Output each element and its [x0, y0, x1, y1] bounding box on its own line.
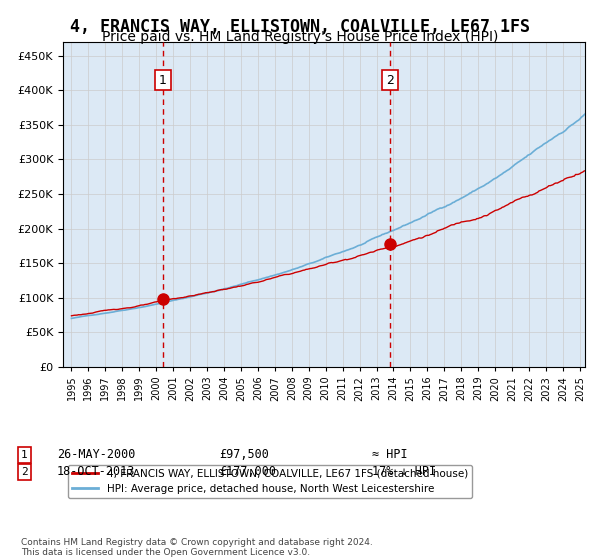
Text: 26-MAY-2000: 26-MAY-2000	[57, 448, 136, 461]
Text: 2: 2	[21, 467, 28, 477]
Text: 1: 1	[159, 73, 167, 86]
Text: £177,000: £177,000	[219, 465, 276, 478]
Text: ≈ HPI: ≈ HPI	[372, 448, 407, 461]
Legend: 4, FRANCIS WAY, ELLISTOWN, COALVILLE, LE67 1FS (detached house), HPI: Average pr: 4, FRANCIS WAY, ELLISTOWN, COALVILLE, LE…	[68, 465, 472, 498]
Text: 1: 1	[21, 450, 28, 460]
Text: 2: 2	[386, 73, 394, 86]
Text: 18-OCT-2013: 18-OCT-2013	[57, 465, 136, 478]
Text: Price paid vs. HM Land Registry's House Price Index (HPI): Price paid vs. HM Land Registry's House …	[102, 30, 498, 44]
Text: 4, FRANCIS WAY, ELLISTOWN, COALVILLE, LE67 1FS: 4, FRANCIS WAY, ELLISTOWN, COALVILLE, LE…	[70, 18, 530, 36]
Text: Contains HM Land Registry data © Crown copyright and database right 2024.
This d: Contains HM Land Registry data © Crown c…	[21, 538, 373, 557]
Text: 17% ↓ HPI: 17% ↓ HPI	[372, 465, 436, 478]
Text: £97,500: £97,500	[219, 448, 269, 461]
